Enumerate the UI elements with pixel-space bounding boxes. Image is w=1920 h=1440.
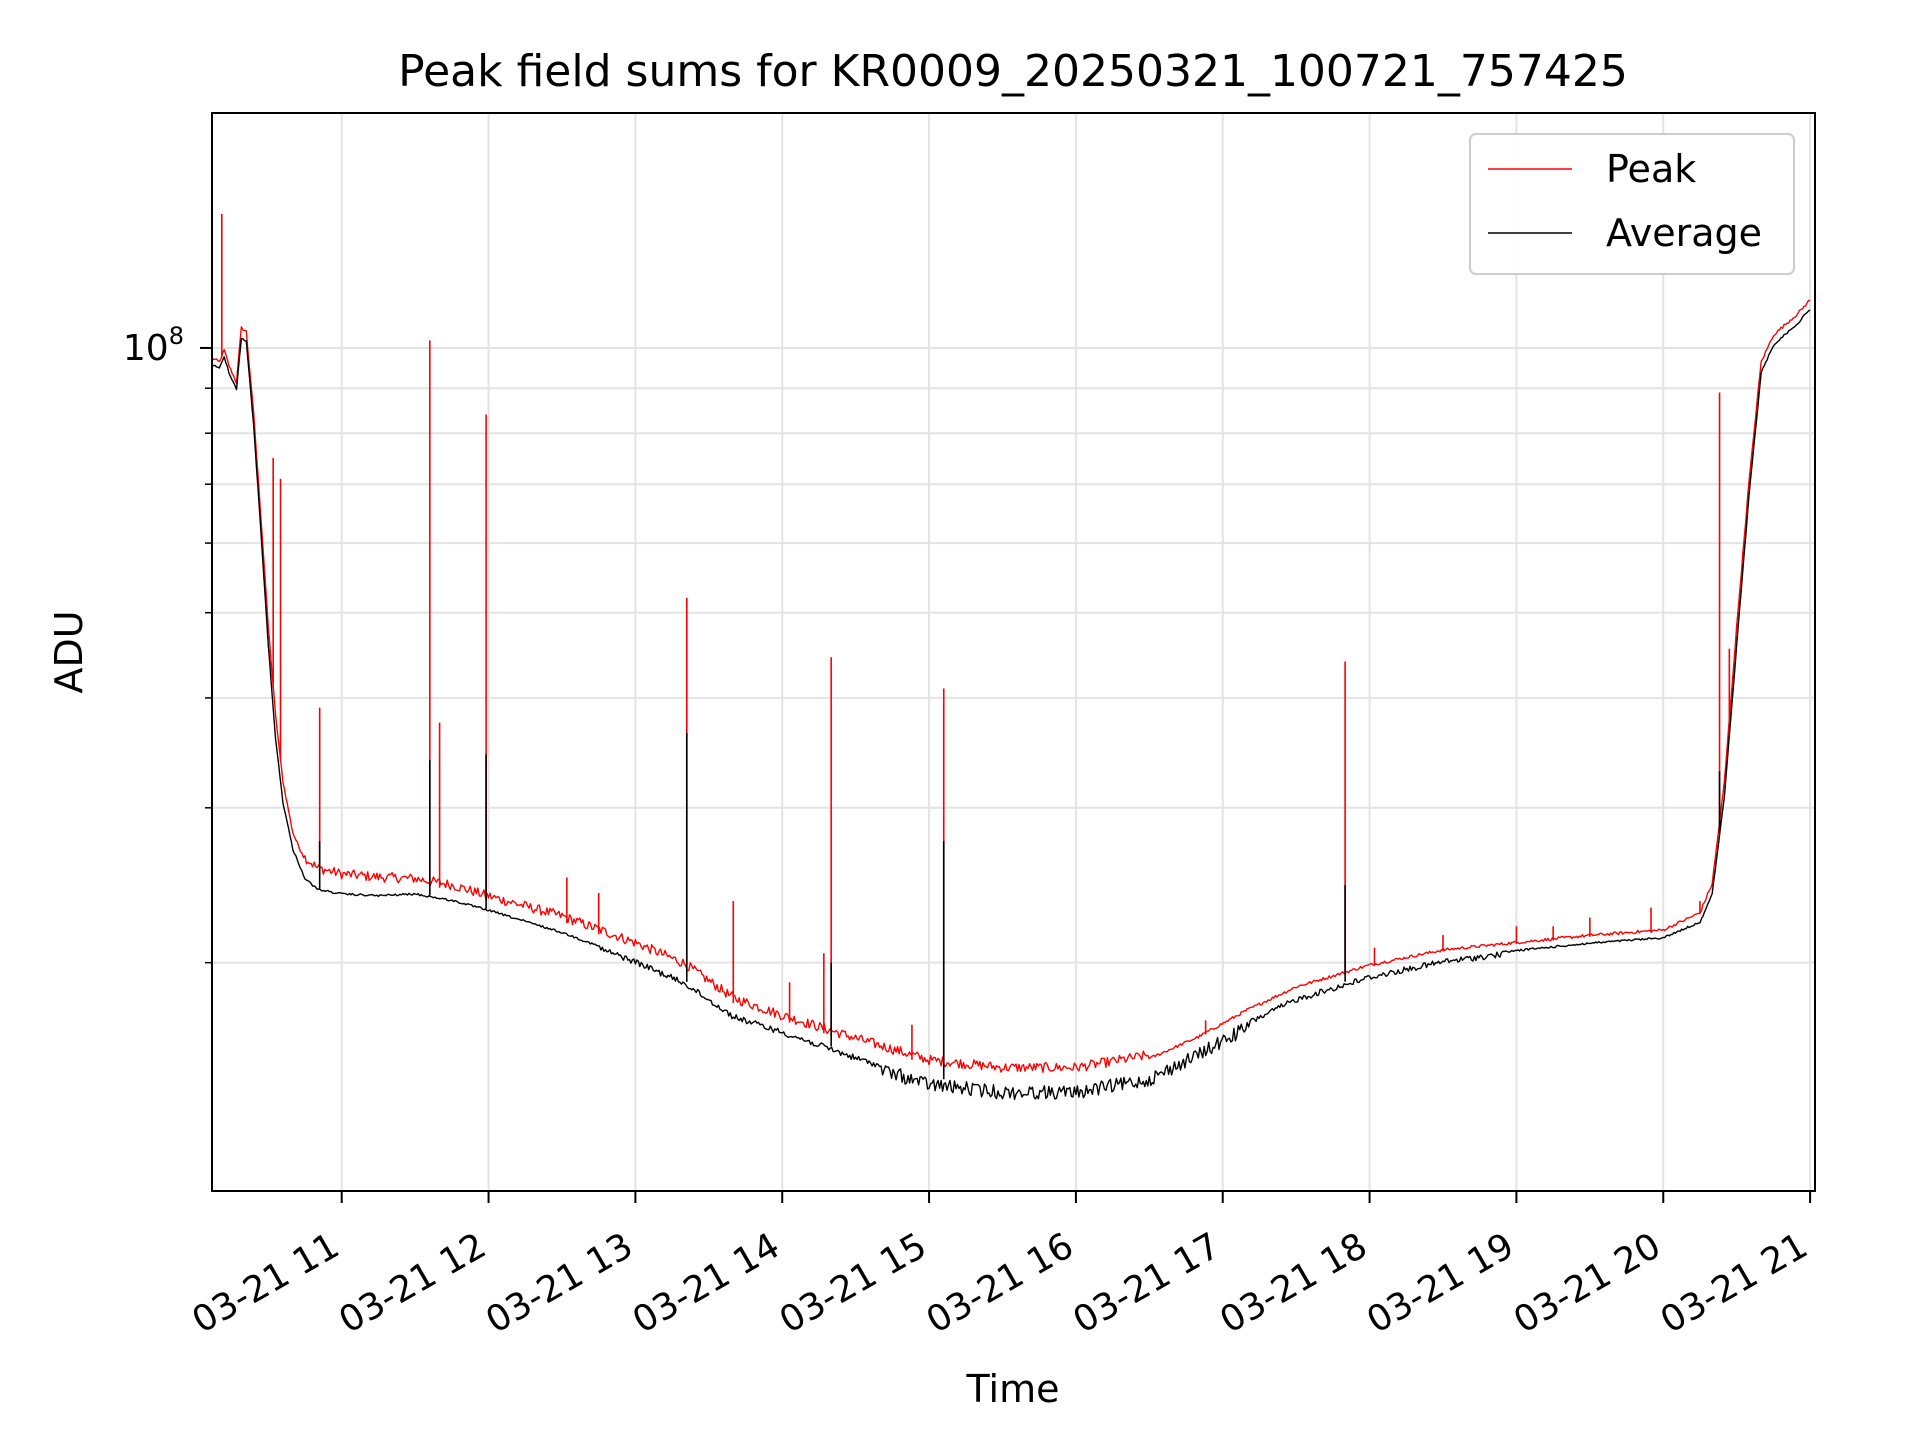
series-line-average: [212, 309, 1811, 1101]
legend-label-peak: Peak: [1606, 147, 1696, 191]
grid: [212, 113, 1815, 1191]
plot-frame: [211, 112, 1816, 1192]
x-axis-label: Time: [966, 1367, 1060, 1411]
series-line-peak: [212, 299, 1811, 1073]
chart-title: Peak field sums for KR0009_20250321_1007…: [398, 46, 1628, 97]
legend-label-average: Average: [1606, 211, 1762, 255]
series-layer: [212, 113, 1815, 1101]
y-tick-label: 108: [123, 322, 184, 369]
y-axis-label: ADU: [47, 610, 91, 693]
legend: Peak Average: [1469, 133, 1795, 275]
